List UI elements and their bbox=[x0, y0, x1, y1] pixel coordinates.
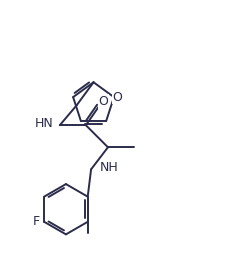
Text: O: O bbox=[112, 91, 122, 104]
Text: O: O bbox=[98, 95, 108, 108]
Text: HN: HN bbox=[34, 118, 53, 130]
Text: NH: NH bbox=[99, 161, 118, 174]
Text: F: F bbox=[32, 215, 39, 228]
